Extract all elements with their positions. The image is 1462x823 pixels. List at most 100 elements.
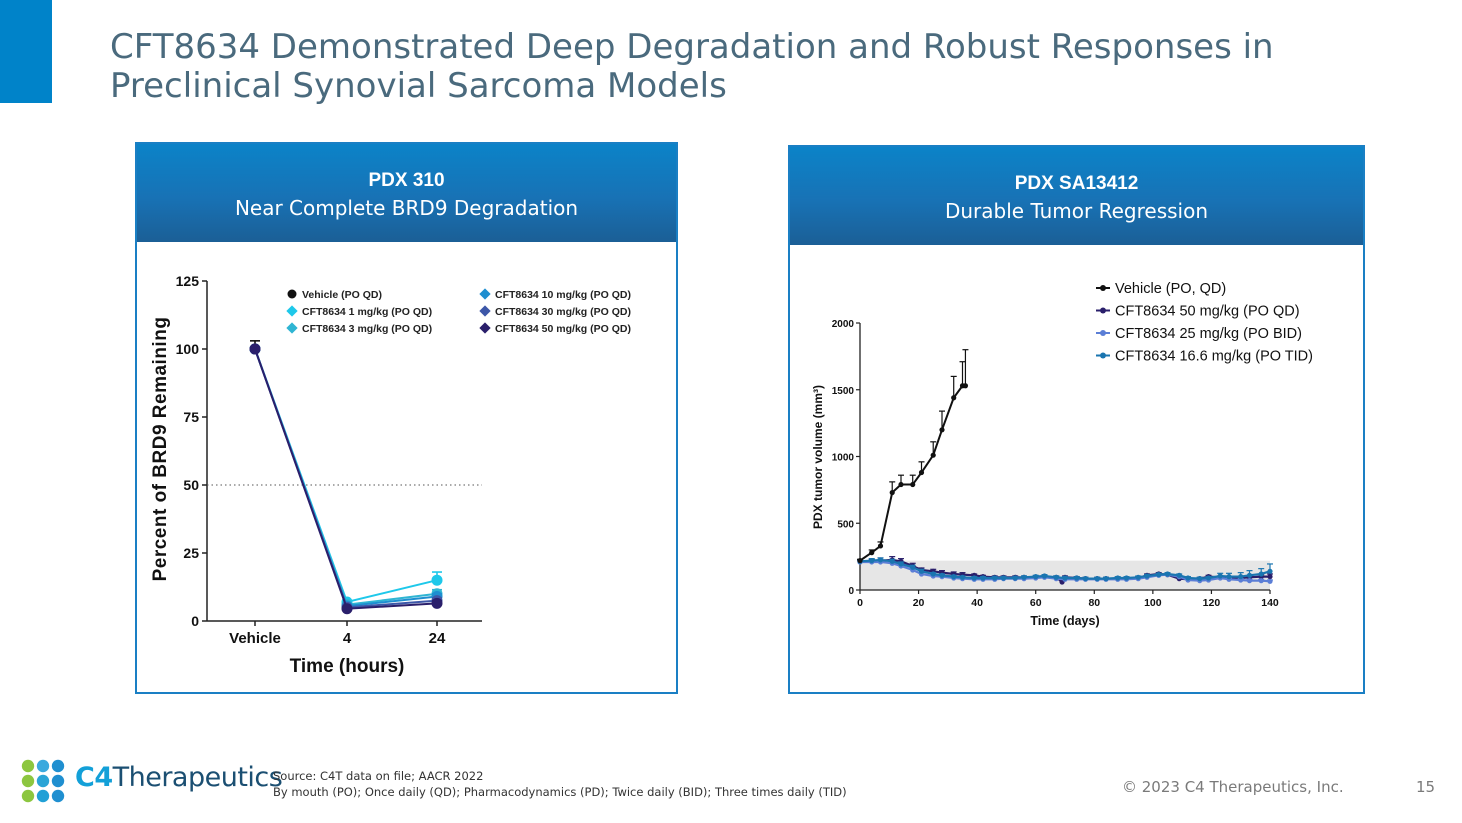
x-tick-label: Vehicle [229, 630, 281, 647]
page-number: 15 [1416, 778, 1436, 796]
logo-dot [36, 774, 50, 788]
legend-label: CFT8634 50 mg/kg (PO QD) [1115, 304, 1300, 320]
data-point [1267, 578, 1273, 584]
legend-label: CFT8634 16.6 mg/kg (PO TID) [1115, 349, 1313, 365]
data-point [980, 575, 986, 581]
y-tick-label: 50 [183, 477, 199, 493]
left-panel-subtitle: Near Complete BRD9 Degradation [234, 196, 579, 220]
data-point [1226, 574, 1232, 580]
data-point [918, 469, 925, 476]
data-point [1238, 574, 1244, 580]
copyright: © 2023 C4 Therapeutics, Inc. [1122, 778, 1344, 796]
title-accent-bar [0, 0, 52, 103]
right-panel-subtitle: Durable Tumor Regression [944, 199, 1209, 223]
legend-marker [1100, 285, 1106, 291]
y-tick-label: 25 [183, 545, 199, 561]
data-point [910, 481, 916, 488]
logo-dot [51, 789, 65, 803]
data-point [1094, 576, 1100, 582]
x-tick-label: 4 [343, 630, 352, 647]
tumor-volume-chart: 0 500 1000 1500 2000 0 20 40 60 80 100 120 140 Time (… [811, 281, 1313, 628]
legend-label: CFT8634 30 mg/kg (PO QD) [495, 306, 631, 318]
y-tick-label: 0 [191, 613, 199, 629]
legend-label: CFT8634 3 mg/kg (PO QD) [302, 323, 432, 335]
data-point [1000, 575, 1007, 581]
data-point [857, 558, 863, 564]
y-axis-title: PDX tumor volume (mm³) [811, 385, 825, 529]
data-point [1041, 573, 1048, 579]
y-tick-label: 75 [183, 409, 199, 425]
data-point [1258, 571, 1264, 577]
data-point [249, 343, 261, 355]
x-tick-label: 100 [1144, 597, 1162, 609]
legend-marker [286, 305, 298, 317]
data-point [1053, 574, 1059, 580]
data-point [1062, 575, 1068, 581]
data-point [939, 427, 945, 433]
legend-marker [479, 305, 491, 317]
data-point [1267, 568, 1273, 574]
data-point [918, 568, 925, 574]
data-point [1033, 574, 1039, 580]
data-point [1021, 574, 1027, 580]
logo-dot [21, 759, 35, 773]
y-tick-label: 100 [176, 341, 200, 357]
data-point [1267, 574, 1273, 580]
x-tick-label: 120 [1203, 597, 1221, 609]
y-tick-label: 1000 [832, 453, 855, 464]
data-point [889, 489, 895, 496]
y-tick-label: 125 [176, 273, 200, 289]
legend-marker [479, 322, 491, 334]
data-point [951, 395, 957, 401]
legend-marker [1100, 352, 1106, 359]
c4-logo-icon [21, 759, 65, 803]
data-point [889, 558, 895, 564]
y-tick-label: 0 [848, 586, 854, 597]
y-tick-label: 1500 [832, 386, 855, 397]
legend-label: CFT8634 25 mg/kg (PO BID) [1115, 326, 1302, 342]
data-point [1123, 575, 1130, 581]
data-point [971, 575, 977, 581]
series-line [254, 348, 438, 604]
logo-dot [36, 789, 50, 803]
data-point [1164, 571, 1171, 577]
logo-dot [36, 759, 50, 773]
right-panel-header: PDX SA13412 Durable Tumor Regression [790, 147, 1363, 245]
data-point [1205, 575, 1212, 581]
data-point [1246, 578, 1253, 584]
series-line [254, 348, 438, 610]
legend-marker [479, 288, 491, 300]
logo-dot [51, 774, 65, 788]
legend-marker [1100, 307, 1106, 314]
data-point [992, 575, 998, 581]
legend-marker [286, 322, 298, 334]
logo-dot [21, 789, 35, 803]
data-point [869, 558, 875, 564]
data-point [959, 574, 966, 580]
data-point [930, 452, 936, 458]
logo-dot [21, 774, 35, 788]
data-point [1197, 576, 1203, 582]
brd9-degradation-panel: PDX 310 Near Complete BRD9 Degradation 0… [135, 142, 678, 694]
data-point [962, 383, 969, 389]
tumor-regression-panel: PDX SA13412 Durable Tumor Regression 0 50… [788, 145, 1365, 694]
source-note: Source: C4T data on file; AACR 2022 By m… [273, 768, 847, 800]
logo-dot [51, 759, 65, 773]
brd9-remaining-chart: 0 25 50 75 100 125 Vehicle 4 24 Time (hours) Perce… [150, 273, 631, 677]
y-tick-label: 2000 [832, 319, 855, 330]
series-line [254, 348, 438, 608]
slide-title: CFT8634 Demonstrated Deep Degradation an… [110, 27, 1274, 106]
y-axis-title: Percent of BRD9 Remaining [150, 317, 171, 582]
data-point [341, 603, 353, 615]
x-tick-label: 40 [971, 597, 983, 609]
x-tick-label: 24 [429, 630, 446, 647]
source-line-2: By mouth (PO); Once daily (QD); Pharmaco… [273, 785, 847, 799]
right-panel-model: PDX SA13412 [1014, 173, 1139, 194]
data-point [1246, 572, 1253, 578]
legend-marker [287, 289, 297, 299]
data-point [1074, 575, 1080, 581]
data-point [877, 557, 884, 563]
x-axis-title: Time (days) [1030, 614, 1099, 628]
x-tick-label: 140 [1261, 597, 1279, 609]
data-point [1217, 573, 1223, 579]
